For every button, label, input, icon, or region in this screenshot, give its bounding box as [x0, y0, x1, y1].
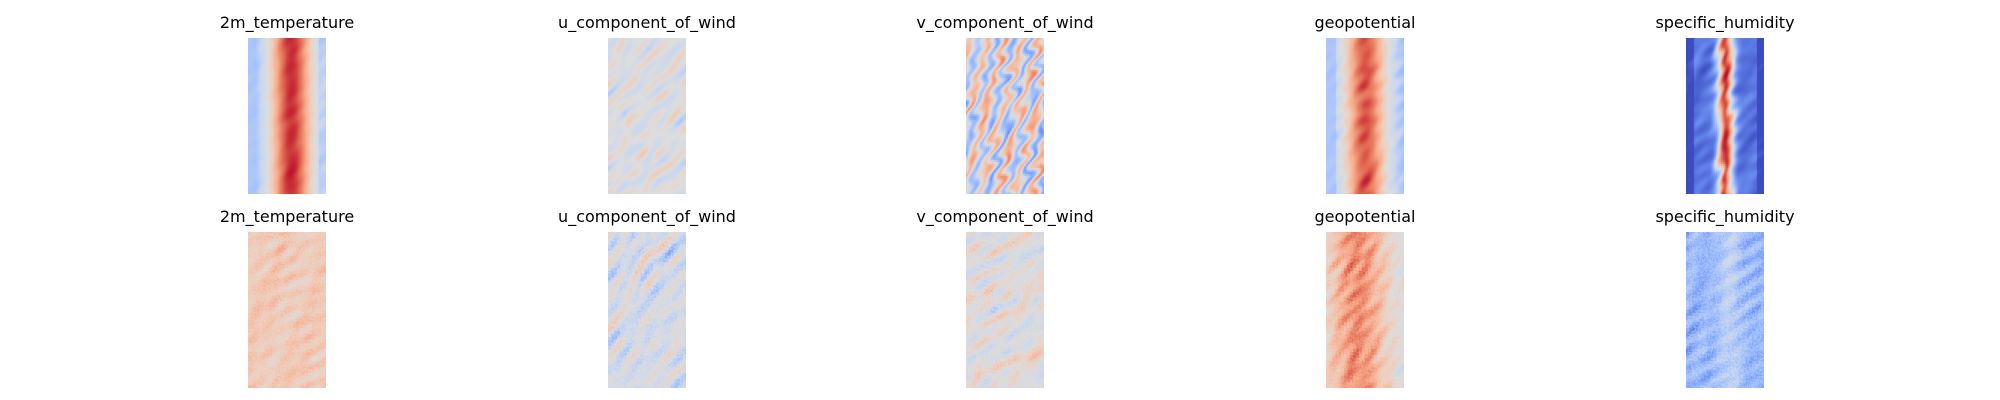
field-image [608, 38, 686, 194]
field-image [966, 38, 1044, 194]
field-image [248, 232, 326, 388]
field-image [1686, 38, 1764, 194]
field-panel-geopotential-row2 [1326, 232, 1404, 388]
field-panel-u-component-of-wind-row2 [608, 232, 686, 388]
panel-title: v_component_of_wind [916, 207, 1094, 226]
field-image [1686, 232, 1764, 388]
field-image [608, 232, 686, 388]
panel-title: geopotential [1314, 207, 1416, 226]
panel-title: v_component_of_wind [916, 13, 1094, 32]
panel-title: specific_humidity [1655, 13, 1795, 32]
field-panel-specific-humidity-row2 [1686, 232, 1764, 388]
field-image [1326, 38, 1404, 194]
field-panel-v-component-of-wind-row1 [966, 38, 1044, 194]
field-panel-geopotential-row1 [1326, 38, 1404, 194]
panel-title: geopotential [1314, 13, 1416, 32]
field-panel-2m-temperature-row2 [248, 232, 326, 388]
panel-title: specific_humidity [1655, 207, 1795, 226]
panel-title: 2m_temperature [219, 13, 355, 32]
panel-title: u_component_of_wind [558, 13, 736, 32]
panel-title: u_component_of_wind [558, 207, 736, 226]
field-image [248, 38, 326, 194]
panel-title: 2m_temperature [219, 207, 355, 226]
field-image [966, 232, 1044, 388]
field-panel-u-component-of-wind-row1 [608, 38, 686, 194]
field-panel-2m-temperature-row1 [248, 38, 326, 194]
field-image [1326, 232, 1404, 388]
field-panel-specific-humidity-row1 [1686, 38, 1764, 194]
field-panel-v-component-of-wind-row2 [966, 232, 1044, 388]
